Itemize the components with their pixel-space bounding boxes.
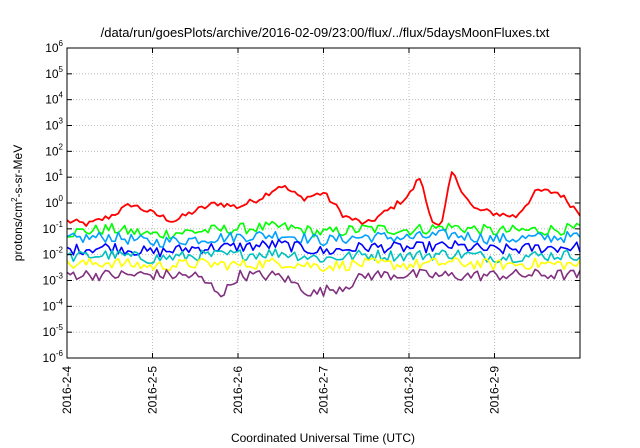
x-tick-label: 2016-2-5: [146, 366, 160, 414]
y-tick-label: 105: [45, 65, 63, 81]
y-axis-label: protons/cm2-s-sr-MeV: [10, 145, 25, 261]
x-tick-label: 2016-2-7: [317, 366, 331, 414]
chart-title: /data/run/goesPlots/archive/2016-02-09/2…: [101, 25, 550, 40]
series-line: [66, 256, 581, 273]
y-tick-label: 106: [45, 39, 63, 55]
y-tick-label: 10-1: [43, 220, 64, 236]
y-tick-label: 10-2: [43, 246, 64, 262]
x-tick-label: 2016-2-4: [60, 366, 74, 414]
series-layer: [66, 171, 581, 298]
y-tick-label: 101: [45, 168, 63, 184]
y-tick-label: 10-5: [43, 323, 64, 339]
y-tick-label: 104: [45, 91, 63, 107]
y-tick-label: 10-6: [43, 349, 64, 365]
x-tick-label: 2016-2-6: [231, 366, 245, 414]
series-line: [66, 220, 581, 240]
y-tick-label: 10-3: [43, 272, 64, 288]
y-label-base: protons/cm: [11, 202, 25, 261]
y-label-sup: 2: [10, 197, 19, 202]
x-axis-ticks: 2016-2-4 2016-2-5 2016-2-6 2016-2-7 2016-2-8…: [60, 48, 502, 414]
series-line: [66, 229, 581, 248]
grid: [67, 48, 580, 358]
x-axis-label: Coordinated Universal Time (UTC): [231, 431, 415, 445]
y-tick-label: 103: [45, 117, 63, 133]
x-tick-label: 2016-2-9: [488, 366, 502, 414]
series-line: [66, 171, 581, 227]
series-line: [66, 239, 581, 258]
x-tick-label: 2016-2-8: [402, 366, 416, 414]
series-line: [66, 268, 581, 298]
plot-frame: [66, 47, 581, 359]
y-axis-ticks: 10-6 10-5 10-4 10-3 10-2 10-1 100 101 102 103 104 1…: [43, 39, 580, 365]
series-line: [66, 248, 581, 265]
y-tick-label: 10-4: [43, 297, 64, 313]
y-label-rest: -s-sr-MeV: [11, 145, 25, 198]
y-tick-label: 100: [45, 194, 63, 210]
y-tick-label: 102: [45, 142, 63, 158]
